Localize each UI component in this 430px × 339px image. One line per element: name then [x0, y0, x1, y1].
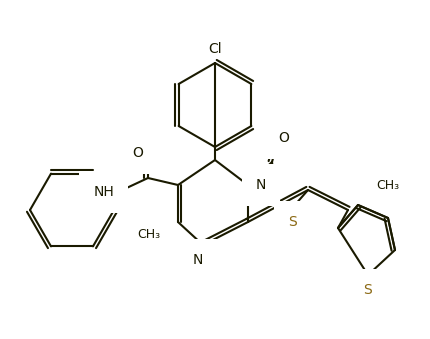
Text: S: S	[363, 283, 372, 297]
Text: S: S	[287, 215, 296, 229]
Text: N: N	[255, 178, 266, 192]
Text: N: N	[192, 253, 203, 267]
Text: O: O	[278, 131, 289, 145]
Text: CH₃: CH₃	[375, 179, 398, 193]
Text: CH₃: CH₃	[137, 227, 160, 240]
Text: Cl: Cl	[208, 42, 221, 56]
Text: O: O	[132, 146, 143, 160]
Text: NH: NH	[93, 185, 114, 199]
